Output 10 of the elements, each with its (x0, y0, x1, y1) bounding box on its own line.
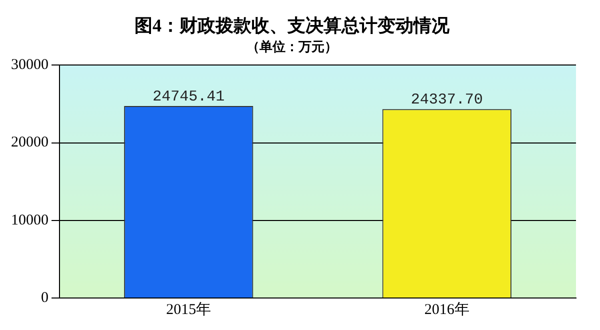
y-tick-label: 10000 (11, 212, 48, 228)
y-tick-label: 30000 (11, 57, 48, 74)
data-label: 24745.41 (152, 88, 225, 106)
y-tick-label: 20000 (11, 134, 48, 151)
data-label: 24337.70 (410, 92, 483, 109)
x-tick-label: 2016年 (424, 300, 470, 318)
chart-title: 图4：财政拨款收、支决算总计变动情况 (134, 15, 450, 36)
chart-subtitle: （单位：万元） (246, 38, 338, 54)
x-tick-label: 2015年 (166, 300, 212, 318)
y-tick-label: 0 (41, 290, 48, 306)
